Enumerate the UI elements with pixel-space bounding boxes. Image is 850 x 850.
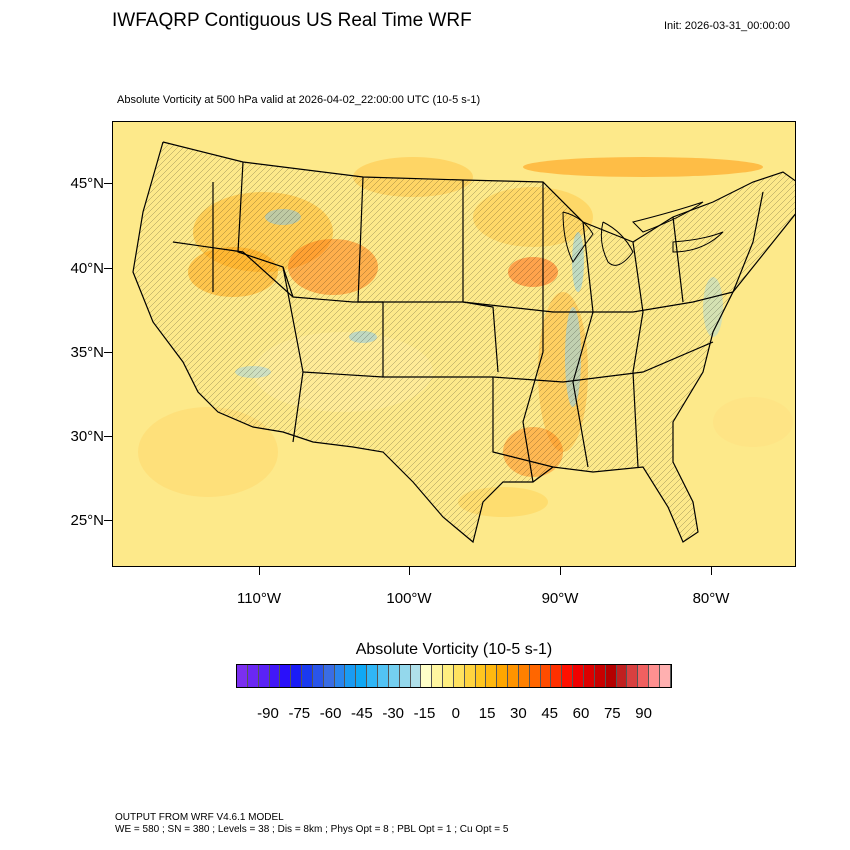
field-subtitle: Absolute Vorticity at 500 hPa valid at 2… (117, 94, 481, 106)
lat-label-25: 25°N (70, 512, 104, 529)
colorbar-swatch (551, 665, 563, 687)
lon-label-100: 100°W (386, 590, 432, 607)
colorbar-swatch (529, 665, 541, 687)
state-boundaries (132, 141, 795, 544)
colorbar-swatch (584, 665, 595, 687)
colorbar-swatch (323, 665, 335, 687)
colorbar-swatch (562, 665, 574, 687)
colorbar-tick-label: 0 (451, 705, 460, 722)
colorbar-swatch (627, 665, 639, 687)
colorbar-swatch (345, 665, 357, 687)
chart-title: IWFAQRP Contiguous US Real Time WRF (112, 10, 472, 31)
colorbar-tick-label: 60 (572, 705, 590, 722)
colorbar-swatch (269, 665, 281, 687)
colorbar-swatch (659, 665, 671, 687)
colorbar-swatch (237, 665, 248, 687)
colorbar-title: Absolute Vorticity (10-5 s-1) (355, 641, 553, 658)
init-time: Init: 2026-03-31_00:00:00 (664, 20, 790, 32)
lat-label-35: 35°N (70, 344, 104, 361)
colorbar-tick-label: -45 (351, 705, 373, 722)
colorbar-swatch (421, 665, 433, 687)
colorbar-swatch (302, 665, 313, 687)
colorbar-swatch (443, 665, 454, 687)
colorbar-tick-label: 75 (603, 705, 621, 722)
lat-tick (104, 520, 112, 521)
colorbar-swatch (410, 665, 422, 687)
county-lines (133, 142, 795, 542)
model-config-footer: WE = 580 ; SN = 380 ; Levels = 38 ; Dis … (115, 824, 509, 835)
colorbar-swatch (334, 665, 346, 687)
great-lakes (562, 201, 724, 266)
colorbar-tick-label: 45 (541, 705, 559, 722)
colorbar-swatch (464, 665, 476, 687)
colorbar-tick-label: 30 (510, 705, 527, 722)
lat-label-45: 45°N (70, 175, 104, 192)
colorbar-swatch (573, 665, 584, 687)
colorbar-tick-label: -90 (257, 705, 279, 722)
lat-tick (104, 436, 112, 437)
colorbar-tick-label: -60 (319, 705, 342, 722)
colorbar-tick-label: 15 (478, 705, 496, 722)
colorbar-swatch (540, 665, 552, 687)
lon-tick (560, 567, 561, 575)
colorbar (236, 664, 672, 688)
colorbar-swatch (377, 665, 389, 687)
lat-tick (104, 183, 112, 184)
colorbar-swatch (453, 665, 465, 687)
colorbar-swatch (649, 665, 660, 687)
colorbar-swatch (258, 665, 270, 687)
colorbar-swatch (280, 665, 292, 687)
model-footer: OUTPUT FROM WRF V4.6.1 MODEL (115, 812, 284, 823)
colorbar-swatch (291, 665, 303, 687)
colorbar-swatch (367, 665, 378, 687)
colorbar-swatch (605, 665, 617, 687)
colorbar-swatch (247, 665, 259, 687)
colorbar-swatch (356, 665, 368, 687)
lon-tick (409, 567, 410, 575)
colorbar-tick-label: -30 (382, 705, 405, 722)
colorbar-swatch (486, 665, 498, 687)
lat-label-40: 40°N (70, 260, 104, 277)
lon-label-90: 90°W (541, 590, 579, 607)
map-canvas (113, 122, 795, 566)
colorbar-swatch (475, 665, 487, 687)
colorbar-swatch (616, 665, 628, 687)
colorbar-swatch (497, 665, 509, 687)
vorticity-map (112, 121, 796, 567)
lat-tick (104, 352, 112, 353)
colorbar-swatch (594, 665, 606, 687)
colorbar-tick-label: -75 (288, 705, 311, 722)
lon-label-80: 80°W (692, 590, 730, 607)
colorbar-swatch (508, 665, 519, 687)
colorbar-swatch (312, 665, 324, 687)
colorbar-tick-label: 90 (635, 705, 652, 722)
colorbar-swatch (638, 665, 650, 687)
lon-tick (711, 567, 712, 575)
lon-label-110: 110°W (236, 590, 282, 607)
lat-label-30: 30°N (70, 428, 104, 445)
colorbar-swatch (432, 665, 444, 687)
colorbar-swatch (388, 665, 400, 687)
colorbar-swatch (399, 665, 411, 687)
lon-tick (259, 567, 260, 575)
lat-tick (104, 268, 112, 269)
colorbar-tick-label: -15 (413, 705, 436, 722)
colorbar-swatch (518, 665, 530, 687)
